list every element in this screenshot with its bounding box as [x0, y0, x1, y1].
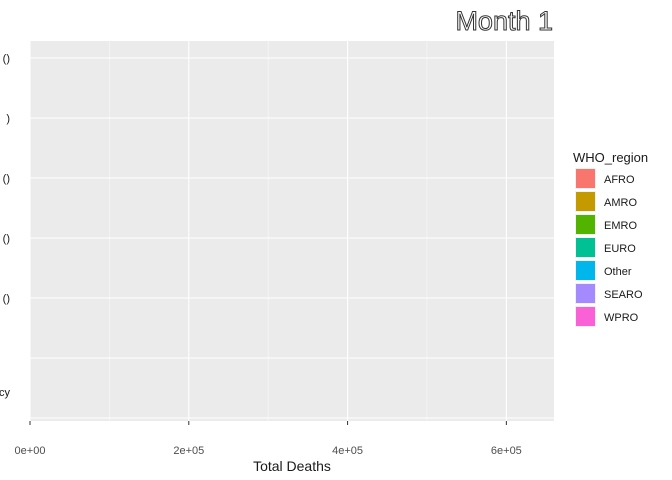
legend-swatch	[576, 215, 595, 234]
legend-label: SEARO	[604, 289, 643, 301]
legend-swatch	[576, 169, 595, 188]
y-tick-label: ()	[3, 173, 10, 185]
x-tick-label: 2e+05	[173, 445, 204, 457]
legend-swatch	[576, 307, 595, 326]
legend: AFRO AMRO EMRO EURO Other SEARO WPRO	[575, 168, 643, 327]
legend-label: EURO	[604, 243, 636, 255]
y-tick-label: ()	[3, 293, 10, 305]
y-tick-label: ()	[3, 233, 10, 245]
legend-label: AFRO	[604, 174, 635, 186]
y-tick-label: cy	[0, 387, 11, 399]
plot-panel	[30, 41, 554, 421]
legend-label: Other	[604, 266, 632, 278]
y-tick-label: ()	[3, 53, 10, 65]
legend-label: WPRO	[604, 312, 639, 324]
x-tick-label: 0e+00	[15, 445, 46, 457]
y-tick-label: )	[6, 113, 10, 125]
legend-swatch	[576, 192, 595, 211]
legend-swatch	[576, 238, 595, 257]
legend-swatch	[576, 284, 595, 303]
grid	[29, 41, 554, 421]
legend-label: AMRO	[604, 197, 637, 209]
x-tick-label: 6e+05	[491, 445, 522, 457]
x-tick-label: 4e+05	[332, 445, 363, 457]
legend-label: EMRO	[604, 220, 637, 232]
legend-title: WHO_region	[573, 150, 648, 165]
legend-swatch	[576, 261, 595, 280]
x-axis-title: Total Deaths	[253, 458, 331, 474]
y-axis: ()) () () () cy	[0, 53, 11, 399]
x-axis: 0e+00 2e+05 4e+05 6e+05	[15, 421, 522, 457]
chart-title: Month 1	[455, 6, 553, 36]
